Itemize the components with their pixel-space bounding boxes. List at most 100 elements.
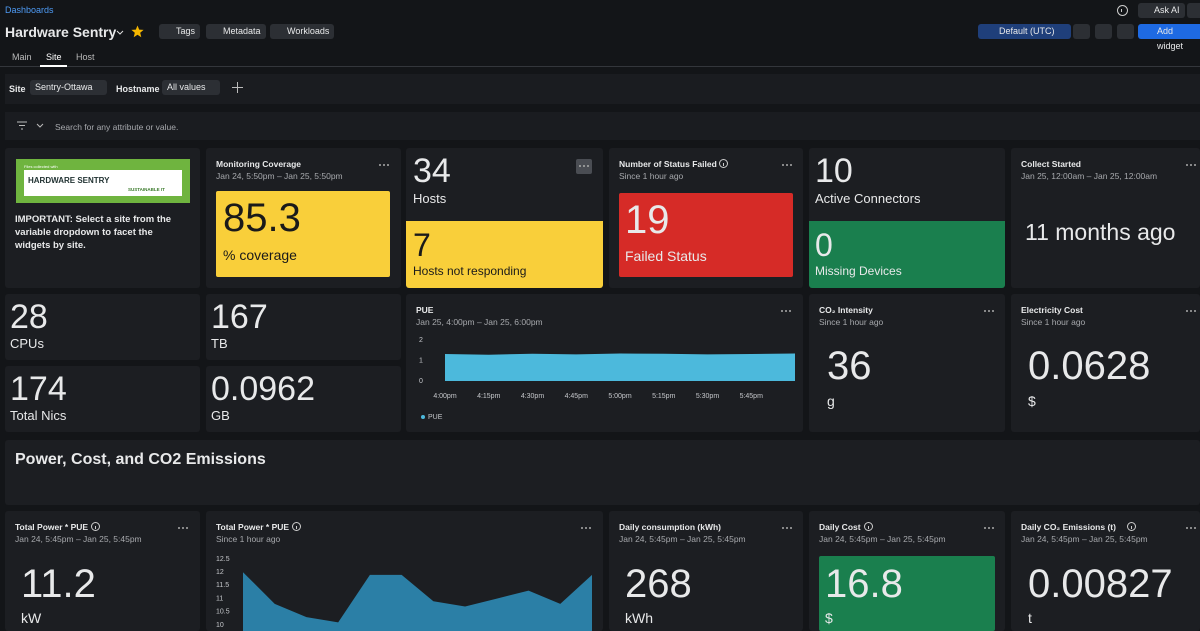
hostname-select[interactable]: All values [162, 80, 220, 95]
info-icon[interactable] [864, 522, 873, 531]
total-power-unit: kW [21, 610, 42, 626]
widget-subtitle: Jan 24, 5:45pm – Jan 25, 5:45pm [15, 534, 142, 544]
widget-menu[interactable] [581, 527, 593, 531]
info-icon[interactable] [719, 159, 728, 168]
widget-menu[interactable] [379, 164, 391, 168]
missing-label: Missing Devices [815, 264, 902, 278]
tv-button[interactable] [1073, 24, 1090, 39]
failed-label: Failed Status [625, 248, 707, 264]
widget-menu[interactable] [1186, 310, 1198, 314]
tags-button[interactable]: Tags [159, 24, 201, 39]
hosts-widget: 34 Hosts 7 Hosts not responding [406, 148, 603, 288]
widget-subtitle: Jan 24, 5:45pm – Jan 25, 5:45pm [819, 534, 946, 544]
widget-menu[interactable] [1186, 164, 1198, 168]
legend-label: PUE [428, 414, 443, 421]
add-widget-button[interactable]: Add widget [1138, 24, 1200, 51]
logo-widget: Files collected with HARDWARE SENTRY SUS… [5, 148, 200, 288]
widget-menu[interactable] [1186, 527, 1198, 531]
star[interactable] [131, 25, 144, 38]
tab[interactable]: Host [76, 52, 95, 62]
hosts-value: 34 [413, 152, 451, 190]
widget-menu[interactable] [984, 527, 996, 531]
tab-divider [0, 66, 1200, 67]
tab[interactable]: Main [12, 52, 32, 62]
x-tick-label: 4:00pm [433, 393, 457, 400]
widget-menu[interactable] [984, 310, 996, 314]
help-icon[interactable] [1117, 5, 1128, 16]
widget-menu-button[interactable] [576, 159, 592, 174]
electricity-value: 0.0628 [1028, 344, 1151, 388]
widget-menu[interactable] [782, 527, 794, 531]
ask-ai-button[interactable]: Ask AI [1138, 3, 1185, 18]
widget-title: Total Power * PUE [15, 522, 89, 532]
connectors-label: Active Connectors [815, 191, 921, 206]
y-tick-label: 11 [216, 595, 223, 602]
info-icon[interactable] [292, 522, 301, 531]
coverage-unit: % coverage [223, 247, 297, 263]
widget-title: Daily CO₂ Emissions (t) [1021, 522, 1116, 532]
logo: Files collected with HARDWARE SENTRY SUS… [16, 159, 190, 203]
total-power-value: 11.2 [21, 562, 96, 606]
x-tick-label: 5:30pm [696, 393, 720, 400]
cpus-widget: 28 CPUs [5, 294, 200, 360]
note: IMPORTANT: Select a site from the variab… [15, 214, 172, 251]
metadata-button[interactable]: Metadata [206, 24, 266, 39]
edit-button[interactable] [1095, 24, 1112, 39]
widget-title: PUE [416, 305, 434, 315]
co2-intensity-value: 36 [827, 344, 872, 388]
section-title: Power, Cost, and CO2 Emissions [15, 451, 266, 468]
link-button[interactable] [1187, 3, 1200, 18]
logo-brand: HARDWARE SENTRY [28, 176, 110, 185]
coverage-widget: Monitoring Coverage Jan 24, 5:50pm – Jan… [206, 148, 401, 288]
add-filter[interactable] [232, 82, 243, 93]
electricity-unit: $ [1028, 393, 1036, 409]
daily-cost-unit: $ [825, 610, 833, 626]
billboard: 0 Missing Devices [809, 221, 1005, 288]
nics-widget: 174 Total Nics [5, 366, 200, 432]
y-tick-label: 1 [419, 357, 423, 364]
billboard: 16.8 $ [819, 556, 995, 631]
tb-value: 167 [211, 298, 268, 336]
breadcrumb[interactable]: Dashboards [5, 5, 54, 15]
more-button[interactable] [1117, 24, 1134, 39]
widget-menu[interactable] [781, 310, 793, 314]
daily-consumption-value: 268 [625, 562, 692, 606]
tab-active[interactable]: Site [46, 52, 62, 62]
info-icon[interactable] [1127, 522, 1136, 531]
y-tick-label: 10.5 [216, 609, 230, 616]
tab-underline [40, 65, 67, 67]
not-responding-label: Hosts not responding [413, 264, 527, 278]
filter-icon[interactable] [17, 121, 47, 131]
coverage-value: 85.3 [223, 196, 301, 240]
legend-swatch [421, 415, 425, 419]
widget-subtitle: Jan 25, 12:00am – Jan 25, 12:00am [1021, 171, 1158, 181]
x-tick-label: 4:30pm [521, 393, 545, 400]
daily-consumption-unit: kWh [625, 610, 653, 626]
y-tick-label: 12.5 [216, 556, 230, 563]
total-power-widget: Total Power * PUE Jan 24, 5:45pm – Jan 2… [5, 511, 200, 631]
tb-label: TB [211, 336, 228, 351]
widget-title: Number of Status Failed [619, 159, 717, 169]
gb-value: 0.0962 [211, 370, 315, 408]
timezone-picker[interactable]: Default (UTC) [978, 24, 1071, 39]
gb-label: GB [211, 408, 230, 423]
widget-title: Collect Started [1021, 159, 1081, 169]
widget-menu[interactable] [579, 165, 591, 169]
connectors-widget: 10 Active Connectors 0 Missing Devices [809, 148, 1005, 288]
daily-consumption-widget: Daily consumption (kWh) Jan 24, 5:45pm –… [609, 511, 803, 631]
x-tick-label: 5:15pm [652, 393, 676, 400]
cpus-label: CPUs [10, 336, 44, 351]
dashboard-title[interactable]: Hardware Sentry [5, 24, 117, 40]
daily-co2-widget: Daily CO₂ Emissions (t) Jan 24, 5:45pm –… [1011, 511, 1200, 631]
search-bar[interactable] [5, 112, 1200, 140]
x-tick-label: 5:00pm [608, 393, 632, 400]
widget-menu[interactable] [782, 164, 794, 168]
workloads-button[interactable]: Workloads [270, 24, 335, 39]
site-select[interactable]: Sentry-Ottawa [30, 80, 107, 95]
y-tick-label: 0 [419, 378, 423, 385]
info-icon[interactable] [91, 522, 100, 531]
widget-menu[interactable] [178, 527, 190, 531]
area [243, 572, 592, 631]
widget-subtitle: Since 1 hour ago [1021, 317, 1086, 327]
search-placeholder[interactable]: Search for any attribute or value. [55, 122, 179, 132]
